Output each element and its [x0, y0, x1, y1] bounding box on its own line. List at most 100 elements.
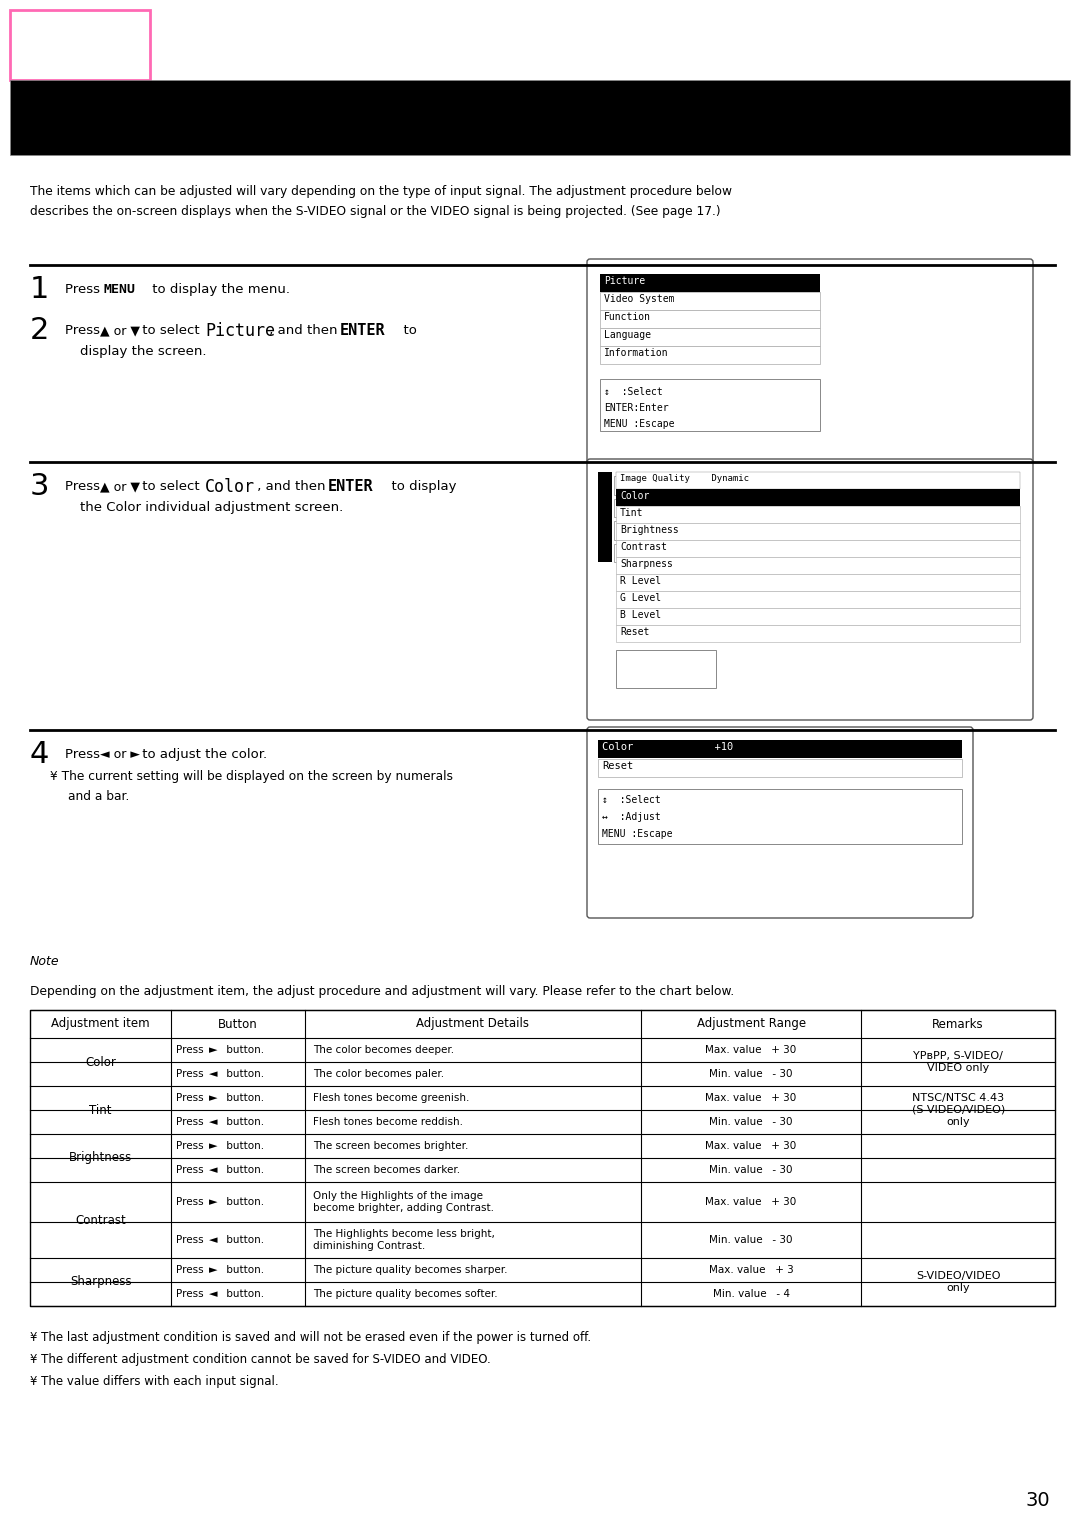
Text: button.: button.	[224, 1045, 265, 1054]
Text: ENTER: ENTER	[340, 322, 386, 338]
Text: The picture quality becomes sharper.: The picture quality becomes sharper.	[313, 1265, 508, 1274]
Text: Contrast: Contrast	[620, 542, 667, 552]
Text: Max. value   + 30: Max. value + 30	[705, 1196, 797, 1207]
Bar	[10, 79, 1070, 154]
Text: ↕  :Select: ↕ :Select	[604, 387, 663, 397]
Text: Picture: Picture	[205, 322, 275, 341]
Text: button.: button.	[224, 1141, 265, 1151]
Text: Sharpness: Sharpness	[70, 1276, 132, 1288]
Text: Press: Press	[176, 1093, 207, 1103]
Text: G Level: G Level	[620, 593, 661, 604]
Text: MENU: MENU	[103, 283, 135, 296]
Bar	[616, 591, 1020, 608]
Text: 2: 2	[30, 316, 50, 345]
Text: Brightness: Brightness	[69, 1152, 133, 1164]
Text: The items which can be adjusted will vary depending on the type of input signal.: The items which can be adjusted will var…	[30, 185, 732, 199]
Text: Adjustment Range: Adjustment Range	[697, 1018, 806, 1030]
Text: Information: Information	[604, 348, 669, 358]
Text: Button: Button	[218, 1018, 258, 1030]
Text: ◄: ◄	[210, 1235, 218, 1245]
Text: Press: Press	[176, 1117, 207, 1128]
Text: button.: button.	[224, 1117, 265, 1128]
Text: The screen becomes brighter.: The screen becomes brighter.	[313, 1141, 468, 1151]
Bar	[600, 310, 820, 329]
Text: Press: Press	[65, 480, 105, 494]
Text: Adjustment Details: Adjustment Details	[416, 1018, 529, 1030]
Text: ENTER: ENTER	[328, 478, 374, 494]
Text: Press: Press	[65, 324, 105, 338]
Bar	[600, 379, 820, 431]
Text: Press: Press	[176, 1070, 207, 1079]
Text: ¥ The last adjustment condition is saved and will not be erased even if the powe: ¥ The last adjustment condition is saved…	[30, 1331, 591, 1345]
Text: The color becomes deeper.: The color becomes deeper.	[313, 1045, 454, 1054]
Text: button.: button.	[224, 1070, 265, 1079]
Text: ¥ The current setting will be displayed on the screen by numerals: ¥ The current setting will be displayed …	[50, 770, 453, 782]
Text: MENU :Escape: MENU :Escape	[602, 830, 673, 839]
Text: Max. value   + 30: Max. value + 30	[705, 1093, 797, 1103]
Text: Contrast: Contrast	[76, 1213, 126, 1227]
Text: The Highlights become less bright,
diminishing Contrast.: The Highlights become less bright, dimin…	[313, 1229, 495, 1251]
Text: Press: Press	[176, 1141, 207, 1151]
Bar	[598, 740, 962, 758]
Text: display the screen.: display the screen.	[80, 345, 206, 358]
Text: Max. value   + 30: Max. value + 30	[705, 1141, 797, 1151]
FancyBboxPatch shape	[588, 727, 973, 918]
Text: to select: to select	[138, 324, 200, 338]
Text: Language: Language	[604, 330, 651, 341]
Text: Depending on the adjustment item, the adjust procedure and adjustment will vary.: Depending on the adjustment item, the ad…	[30, 986, 734, 998]
Text: B Level: B Level	[620, 610, 661, 620]
Text: ►: ►	[210, 1141, 218, 1151]
Bar	[616, 608, 1020, 625]
Bar	[616, 489, 1020, 506]
Text: Adjustment item: Adjustment item	[52, 1018, 150, 1030]
Text: The screen becomes darker.: The screen becomes darker.	[313, 1164, 460, 1175]
Bar	[616, 506, 1020, 523]
Text: button.: button.	[224, 1196, 265, 1207]
Text: to select: to select	[138, 480, 200, 494]
Text: Flesh tones become reddish.: Flesh tones become reddish.	[313, 1117, 462, 1128]
Text: ►: ►	[210, 1265, 218, 1274]
Text: Press: Press	[65, 749, 105, 761]
Text: to: to	[395, 324, 417, 338]
Text: ▲ or ▼: ▲ or ▼	[100, 324, 140, 338]
Text: Remarks: Remarks	[932, 1018, 984, 1030]
Text: Tint: Tint	[620, 507, 644, 518]
Text: , and then: , and then	[253, 480, 325, 494]
Text: Color: Color	[620, 490, 649, 501]
Text: Min. value   - 30: Min. value - 30	[710, 1235, 793, 1245]
Text: Image Quality    Dynamic: Image Quality Dynamic	[620, 474, 750, 483]
Text: NTSC/NTSC 4.43
(S-VIDEO/VIDEO)
only: NTSC/NTSC 4.43 (S-VIDEO/VIDEO) only	[912, 1094, 1004, 1126]
Text: Function: Function	[604, 312, 651, 322]
Bar	[616, 649, 716, 688]
Text: The color becomes paler.: The color becomes paler.	[313, 1070, 444, 1079]
Text: Video System: Video System	[604, 293, 675, 304]
Text: The picture quality becomes softer.: The picture quality becomes softer.	[313, 1290, 497, 1299]
Text: Reset: Reset	[602, 761, 633, 772]
Text: , and then: , and then	[265, 324, 337, 338]
Text: Color: Color	[205, 478, 255, 497]
Text: S-VIDEO/VIDEO
only: S-VIDEO/VIDEO only	[916, 1271, 1000, 1293]
Text: R Level: R Level	[620, 576, 661, 587]
Text: ↕  :Select: ↕ :Select	[602, 795, 661, 805]
Text: Min. value   - 30: Min. value - 30	[710, 1117, 793, 1128]
Text: Only the Highlights of the image
become brighter, adding Contrast.: Only the Highlights of the image become …	[313, 1192, 494, 1213]
FancyBboxPatch shape	[588, 260, 1032, 465]
Text: Color: Color	[85, 1056, 117, 1068]
Text: Min. value   - 30: Min. value - 30	[710, 1070, 793, 1079]
Bar	[598, 472, 612, 562]
Bar	[615, 498, 624, 516]
Text: ◄: ◄	[210, 1290, 218, 1299]
Text: to display: to display	[383, 480, 457, 494]
Text: Press: Press	[176, 1196, 207, 1207]
Text: 1: 1	[30, 275, 50, 304]
Bar	[615, 477, 624, 495]
Text: 4: 4	[30, 740, 50, 769]
Bar	[616, 472, 1020, 489]
Text: button.: button.	[224, 1164, 265, 1175]
Bar	[598, 788, 962, 843]
Text: button.: button.	[224, 1290, 265, 1299]
Text: button.: button.	[224, 1265, 265, 1274]
Text: Note: Note	[30, 955, 59, 969]
Text: Min. value   - 4: Min. value - 4	[713, 1290, 789, 1299]
Bar	[616, 575, 1020, 591]
